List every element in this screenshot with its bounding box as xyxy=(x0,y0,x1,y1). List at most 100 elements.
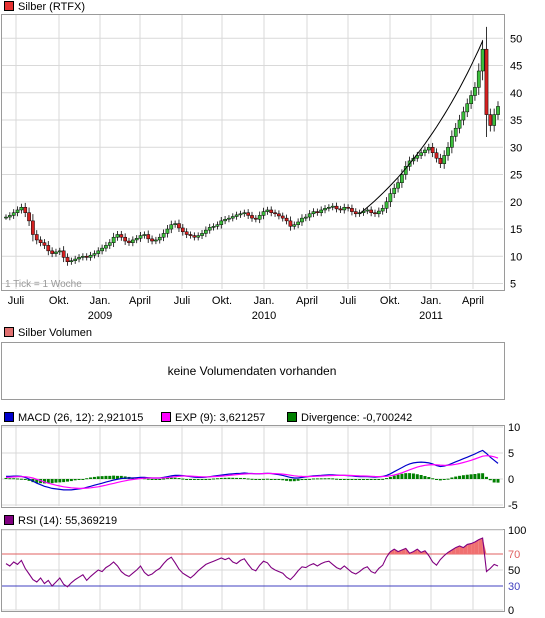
price-x-tick-label: Juli xyxy=(340,295,357,307)
divergence-bar xyxy=(250,478,254,480)
divergence-bar xyxy=(89,477,93,479)
price-candle xyxy=(330,205,335,208)
price-candle xyxy=(438,157,443,164)
price-candle xyxy=(365,209,370,212)
divergence-bar xyxy=(69,479,73,482)
price-candle xyxy=(307,213,312,218)
divergence-bar xyxy=(404,473,408,479)
divergence-bar xyxy=(308,478,312,480)
divergence-bar xyxy=(361,479,365,480)
price-candle xyxy=(88,254,93,258)
divergence-bar xyxy=(465,474,469,479)
price-candle xyxy=(480,48,485,72)
divergence-bar xyxy=(296,479,300,481)
price-candle xyxy=(46,245,51,252)
price-candle xyxy=(442,155,447,164)
divergence-bar xyxy=(77,479,81,480)
rsi-overbought-fill xyxy=(471,542,475,554)
price-x-tick-label: April xyxy=(129,295,151,307)
divergence-bar xyxy=(115,475,119,479)
no-volume-message: keine Volumendaten vorhanden xyxy=(167,364,337,378)
price-legend: Silber (RTFX) xyxy=(4,0,85,14)
divergence-bar xyxy=(235,477,239,479)
price-candle xyxy=(288,220,293,227)
divergence-bar xyxy=(104,475,108,479)
rsi-overbought-fill xyxy=(478,538,483,554)
price-candle xyxy=(453,127,458,137)
divergence-bar xyxy=(154,479,158,480)
price-candle xyxy=(42,242,47,246)
exp-legend-label: EXP (9): 3,621257 xyxy=(175,412,266,424)
divergence-bar xyxy=(35,479,39,483)
price-candle xyxy=(338,208,343,211)
rsi-y-tick-label: 0 xyxy=(508,605,514,617)
price-candle xyxy=(496,106,500,115)
price-year-label: 2009 xyxy=(88,310,112,322)
rsi-line xyxy=(5,537,499,588)
price-candle xyxy=(253,217,258,220)
price-candle xyxy=(138,235,143,239)
divergence-bar xyxy=(396,474,400,479)
price-candle xyxy=(284,217,289,222)
price-candle xyxy=(115,234,120,238)
price-candle xyxy=(192,235,197,238)
price-candle xyxy=(303,216,308,219)
price-candle xyxy=(219,220,224,225)
divergence-bar xyxy=(346,479,350,480)
exp-legend: EXP (9): 3,621257 xyxy=(161,411,265,425)
price-candle xyxy=(265,209,270,212)
divergence-bar xyxy=(66,479,69,482)
rsi-overbought-fill xyxy=(398,550,402,554)
price-candle xyxy=(81,256,85,258)
rsi-y-tick-label: 50 xyxy=(508,565,520,577)
price-candle xyxy=(38,239,43,243)
price-candle xyxy=(319,209,324,213)
divergence-bar xyxy=(431,478,435,480)
divergence-bar xyxy=(419,474,423,479)
divergence-bar xyxy=(438,479,442,481)
divergence-bar xyxy=(277,479,281,480)
price-candle xyxy=(73,258,78,261)
price-year-label: 2011 xyxy=(419,310,443,322)
price-candle xyxy=(127,240,131,243)
price-candle xyxy=(34,234,39,241)
price-candle xyxy=(396,182,400,189)
price-candle xyxy=(92,253,97,256)
divergence-bar xyxy=(354,479,358,480)
price-y-tick-label: 35 xyxy=(510,115,522,127)
price-candle xyxy=(376,210,381,215)
price-x-tick-label: April xyxy=(296,295,318,307)
exp-line xyxy=(5,455,499,489)
price-candle xyxy=(230,216,235,219)
price-candle xyxy=(165,228,170,234)
price-candle xyxy=(23,207,28,213)
divergence-bar xyxy=(400,473,404,479)
divergence-color-swatch xyxy=(287,412,297,422)
macd-color-swatch xyxy=(4,412,14,422)
divergence-bar xyxy=(342,479,346,480)
divergence-bar xyxy=(158,479,162,480)
volume-legend-label: Silber Volumen xyxy=(18,327,92,339)
price-candle xyxy=(19,207,24,211)
macd-y-tick-label: 0 xyxy=(508,474,514,486)
divergence-bar xyxy=(85,478,89,480)
divergence-bar xyxy=(108,475,112,479)
tick-note: 1 Tick = 1 Woche xyxy=(5,279,82,290)
divergence-bar xyxy=(54,479,58,483)
volume-color-swatch xyxy=(4,327,14,337)
price-candle xyxy=(388,193,393,203)
price-y-tick-label: 50 xyxy=(510,33,522,45)
price-x-tick-label: Jan. xyxy=(254,295,275,307)
divergence-bar xyxy=(273,479,277,480)
divergence-bar xyxy=(458,475,462,479)
divergence-bar xyxy=(338,479,342,480)
price-x-tick-label: Jan. xyxy=(421,295,442,307)
price-candle xyxy=(315,211,320,213)
divergence-bar xyxy=(162,478,166,480)
macd-legend-label: MACD (26, 12): 2,921015 xyxy=(18,412,144,424)
divergence-bar xyxy=(323,478,327,480)
divergence-bar xyxy=(62,479,66,483)
price-candle xyxy=(169,224,174,230)
price-candle xyxy=(54,251,58,254)
